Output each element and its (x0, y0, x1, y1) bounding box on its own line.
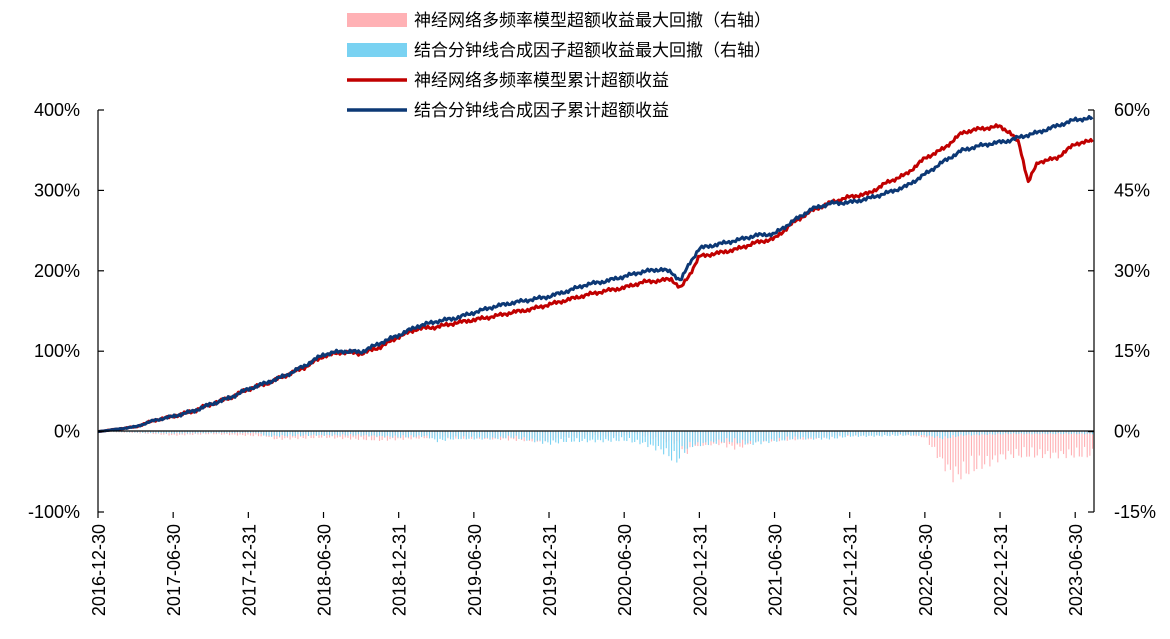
x-tick-label: 2019-06-30 (465, 524, 485, 616)
x-tick-label: 2020-12-31 (690, 524, 710, 616)
right-tick-label: 15% (1114, 341, 1150, 361)
x-tick-label: 2016-12-30 (89, 524, 109, 616)
legend-label: 神经网络多频率模型累计超额收益 (414, 71, 669, 91)
left-tick-label: 100% (34, 341, 80, 361)
left-y-axis-ticks: -100% 0% 100% 200% 300% 400% (28, 100, 104, 522)
x-tick-label: 2021-12-31 (841, 524, 861, 616)
x-tick-label: 2020-06-30 (615, 524, 635, 616)
left-tick-label: 0% (54, 422, 80, 442)
right-tick-label: 30% (1114, 261, 1150, 281)
left-tick-label: -100% (28, 502, 80, 522)
right-tick-label: 60% (1114, 100, 1150, 120)
cumulative-line-1 (97, 123, 1094, 434)
cumulative-lines (97, 114, 1094, 434)
left-tick-label: 400% (34, 100, 80, 120)
x-axis-ticks: 2016-12-30 2017-06-30 2017-12-31 2018-06-30… (89, 512, 1086, 616)
right-tick-label: 45% (1114, 180, 1150, 200)
cumulative-line-2 (97, 114, 1094, 434)
legend: 神经网络多频率模型超额收益最大回撤（右轴） 结合分钟线合成因子超额收益最大回撤（右… (347, 11, 771, 121)
legend-label: 结合分钟线合成因子累计超额收益 (414, 101, 669, 121)
drawdown-series-2 (110, 431, 1094, 463)
x-tick-label: 2018-06-30 (315, 524, 335, 616)
legend-label: 神经网络多频率模型超额收益最大回撤（右轴） (414, 11, 771, 31)
legend-label: 结合分钟线合成因子超额收益最大回撤（右轴） (414, 41, 771, 61)
drawdown-bars (107, 431, 1094, 483)
x-tick-label: 2017-12-31 (239, 524, 259, 616)
left-tick-label: 200% (34, 261, 80, 281)
x-tick-label: 2022-06-30 (916, 524, 936, 616)
x-tick-label: 2022-12-31 (991, 524, 1011, 616)
right-tick-label: -15% (1114, 502, 1156, 522)
left-tick-label: 300% (34, 180, 80, 200)
axes (97, 110, 1095, 512)
x-tick-label: 2019-12-31 (540, 524, 560, 616)
right-y-axis-ticks: -15% 0% 15% 30% 45% 60% (1088, 100, 1156, 522)
right-tick-label: 0% (1114, 422, 1140, 442)
x-tick-label: 2018-12-31 (390, 524, 410, 616)
legend-swatch-bar (347, 13, 407, 27)
x-tick-label: 2021-06-30 (766, 524, 786, 616)
x-tick-label: 2023-06-30 (1066, 524, 1086, 616)
legend-swatch-bar (347, 43, 407, 57)
x-tick-label: 2017-06-30 (164, 524, 184, 616)
